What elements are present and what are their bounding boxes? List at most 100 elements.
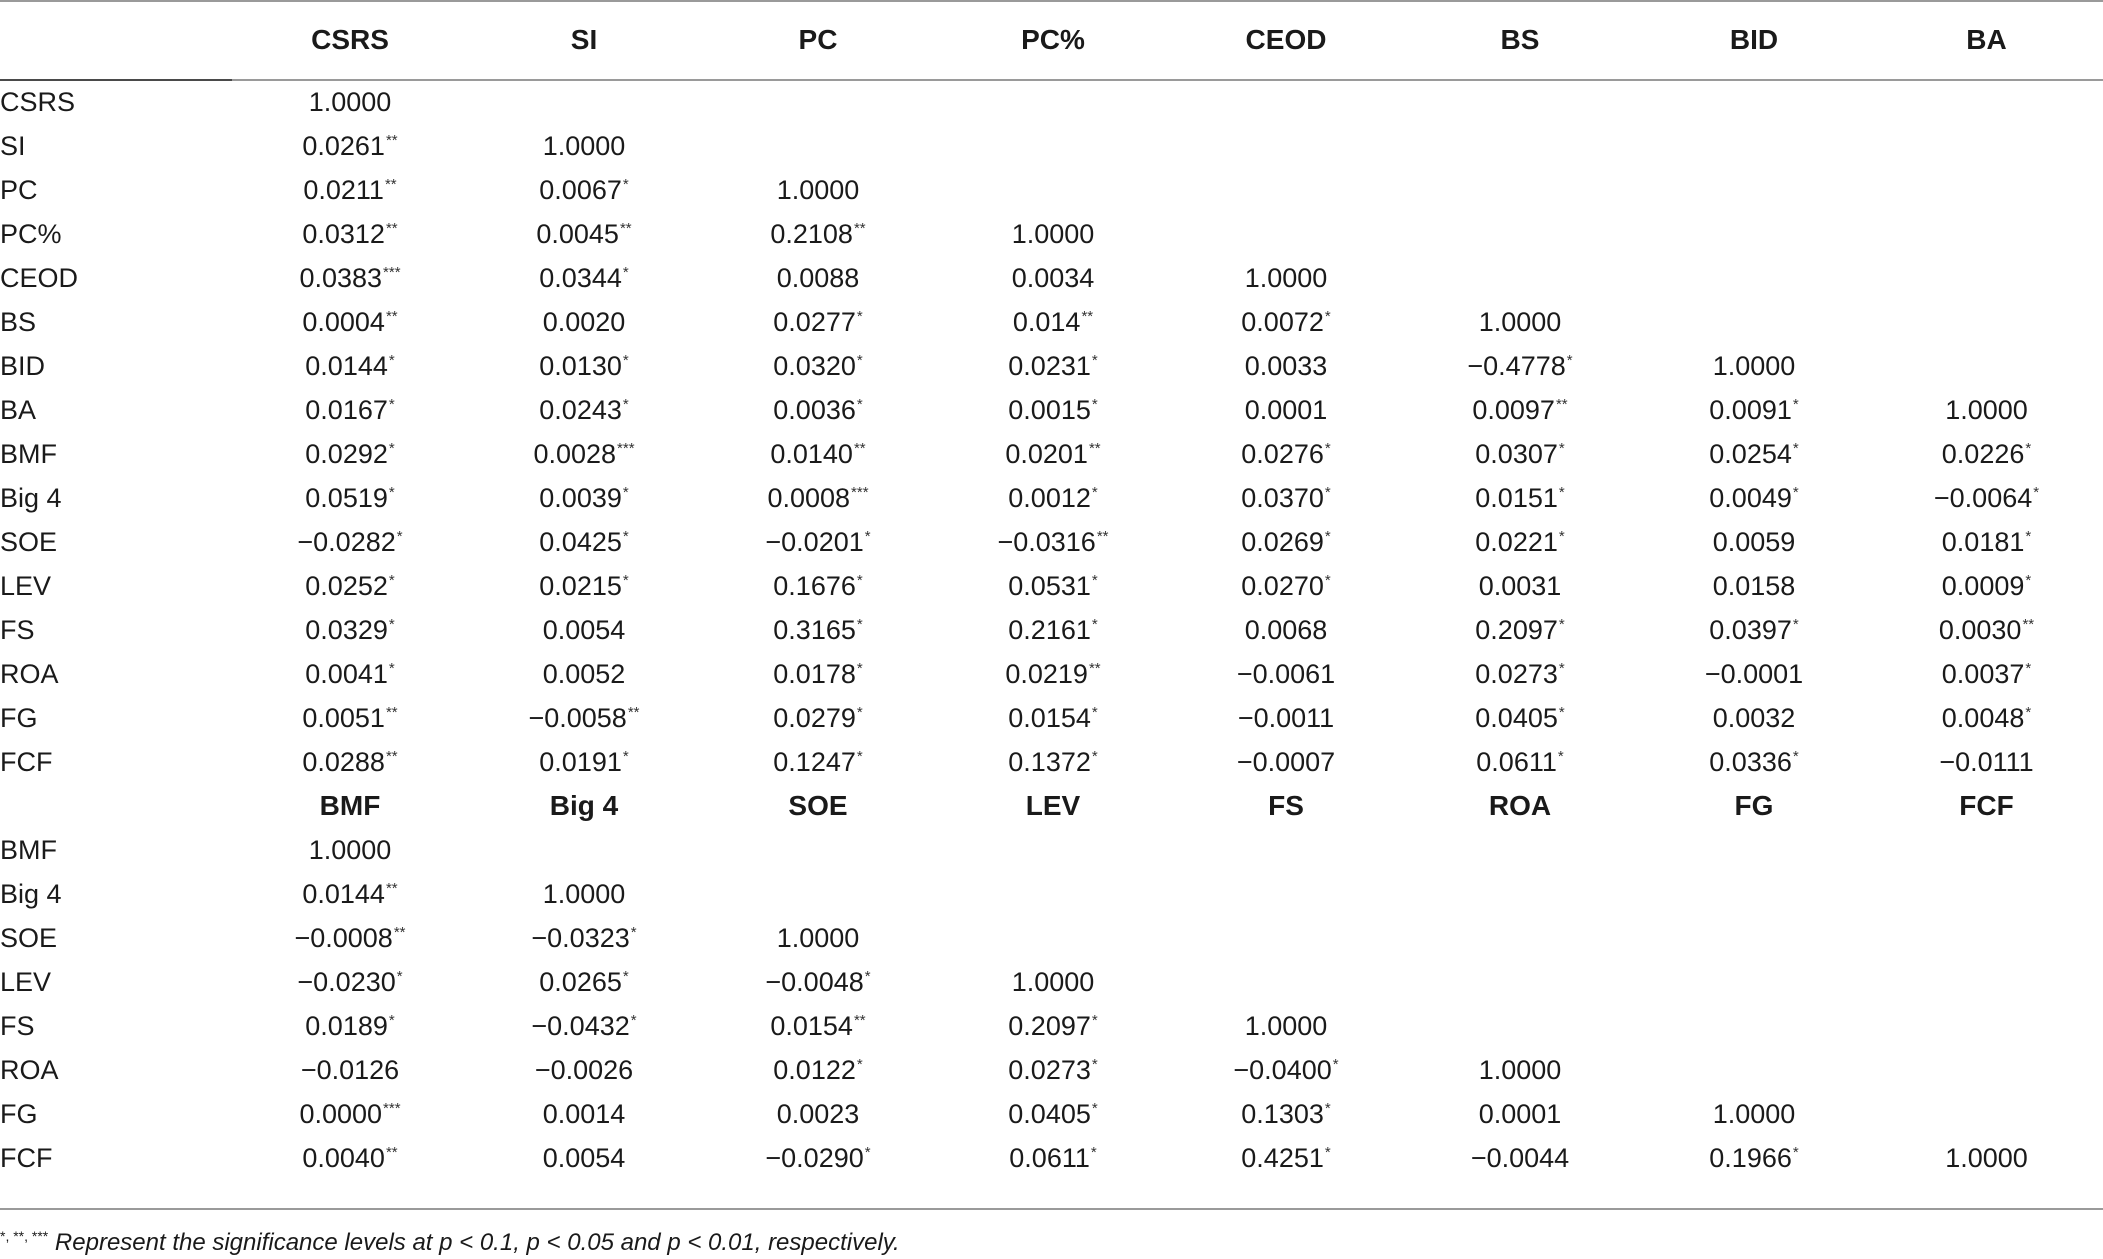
table-cell: 0.0254* bbox=[1638, 432, 1870, 476]
column-header: BA bbox=[1966, 24, 2007, 55]
row-label: Big 4 bbox=[0, 482, 62, 513]
table-row: BMF 0.0292* 0.0028*** 0.0140** 0.0201** 0.027… bbox=[0, 432, 2103, 476]
significance-marker: * bbox=[396, 967, 403, 985]
significance-marker: ** bbox=[853, 439, 866, 457]
table-cell: 1.0000 bbox=[700, 916, 936, 960]
significance-marker: * bbox=[1091, 1011, 1098, 1029]
table-cell bbox=[1402, 872, 1638, 916]
cell-value: 1.0000 bbox=[1945, 1142, 2028, 1173]
significance-marker: ** bbox=[384, 175, 397, 193]
table-cell bbox=[1870, 80, 2103, 124]
significance-marker: ** bbox=[1088, 439, 1101, 457]
table-cell bbox=[1170, 80, 1402, 124]
footnote-text: Represent the significance levels at p <… bbox=[48, 1229, 900, 1256]
cell-value: 1.0000 bbox=[1945, 394, 2028, 425]
cell-value: 0.0030 bbox=[1938, 614, 2022, 645]
table-row: PC% 0.0312** 0.0045** 0.2108** 1.0000 bbox=[0, 212, 2103, 256]
significance-marker: * bbox=[1558, 615, 1565, 633]
significance-marker: * bbox=[1332, 1055, 1339, 1073]
cell-value: −0.0026 bbox=[534, 1054, 634, 1085]
table-cell: −0.0011 bbox=[1170, 696, 1402, 740]
cell-value: 0.0052 bbox=[542, 658, 626, 689]
table-cell: 0.0023 bbox=[700, 1092, 936, 1136]
table-cell: −0.0058** bbox=[468, 696, 700, 740]
significance-marker: * bbox=[622, 395, 629, 413]
cell-value: 0.0144 bbox=[302, 878, 385, 909]
table-cell bbox=[1638, 916, 1870, 960]
table-cell bbox=[1870, 916, 2103, 960]
significance-marker: * bbox=[1558, 659, 1565, 677]
table-cell bbox=[1870, 168, 2103, 212]
cell-value: 1.0000 bbox=[1478, 306, 1562, 337]
column-header: PC% bbox=[1021, 24, 1085, 55]
cell-value: 0.0252 bbox=[305, 570, 388, 601]
cell-value: 1.0000 bbox=[1712, 1098, 1796, 1129]
table-cell bbox=[1870, 212, 2103, 256]
table-row: ROA −0.0126 −0.0026 0.0122* 0.0273* −0.0400* 1… bbox=[0, 1048, 2103, 1092]
table-cell: 0.0189* bbox=[232, 1004, 468, 1048]
cell-value: 0.0067 bbox=[539, 174, 622, 205]
table-cell bbox=[936, 828, 1170, 872]
table-cell bbox=[1870, 1092, 2103, 1136]
significance-marker: * bbox=[630, 1011, 637, 1029]
cell-value: 0.0273 bbox=[1008, 1054, 1091, 1085]
table-cell: 0.0034 bbox=[936, 256, 1170, 300]
table-cell: 1.0000 bbox=[936, 960, 1170, 1004]
cell-value: 0.0531 bbox=[1008, 570, 1091, 601]
cell-value: 0.0397 bbox=[1709, 614, 1792, 645]
table-cell bbox=[1402, 828, 1638, 872]
stub-header bbox=[0, 0, 232, 80]
row-label: CSRS bbox=[0, 86, 76, 117]
cell-value: 0.0001 bbox=[1244, 394, 1328, 425]
cell-value: 0.0383 bbox=[299, 262, 383, 293]
column-header: LEV bbox=[1025, 790, 1081, 821]
cell-value: 0.0320 bbox=[773, 350, 856, 381]
table-cell: 0.1676* bbox=[700, 564, 936, 608]
table-row: CSRS 1.0000 bbox=[0, 80, 2103, 124]
row-label: BS bbox=[0, 306, 37, 337]
significance-marker: * bbox=[1324, 307, 1331, 325]
significance-marker: ** bbox=[2022, 615, 2035, 633]
table-cell: 0.0059 bbox=[1638, 520, 1870, 564]
table-cell bbox=[1638, 212, 1870, 256]
table-cell bbox=[1170, 168, 1402, 212]
cell-value: −0.4778 bbox=[1467, 350, 1566, 381]
table-cell bbox=[936, 916, 1170, 960]
significance-marker: * bbox=[388, 351, 395, 369]
cell-value: −0.0111 bbox=[1939, 746, 2034, 777]
cell-value: 0.0276 bbox=[1241, 438, 1324, 469]
table-cell: 0.0144** bbox=[232, 872, 468, 916]
cell-value: 1.0000 bbox=[776, 922, 860, 953]
table-cell: 0.0277* bbox=[700, 300, 936, 344]
table-cell bbox=[1402, 124, 1638, 168]
cell-value: 0.0040 bbox=[302, 1142, 385, 1173]
column-header: FG bbox=[1734, 790, 1774, 821]
significance-marker: * bbox=[396, 527, 403, 545]
cell-value: 0.0045 bbox=[536, 218, 619, 249]
significance-marker: * bbox=[622, 747, 629, 765]
cell-value: 0.0221 bbox=[1475, 526, 1558, 557]
top-rule bbox=[0, 0, 2103, 2]
stub-rule bbox=[0, 79, 232, 81]
table-row: LEV −0.0230* 0.0265* −0.0048* 1.0000 bbox=[0, 960, 2103, 1004]
table-row: SI 0.0261** 1.0000 bbox=[0, 124, 2103, 168]
row-label: PC bbox=[0, 174, 38, 205]
cell-value: 0.2097 bbox=[1008, 1010, 1091, 1041]
column-header: Big 4 bbox=[549, 790, 619, 821]
cell-value: 0.0158 bbox=[1712, 570, 1796, 601]
table-cell: 0.1247* bbox=[700, 740, 936, 784]
table-cell: 0.0211** bbox=[232, 168, 468, 212]
significance-marker: * bbox=[388, 571, 395, 589]
table-cell: −0.0432* bbox=[468, 1004, 700, 1048]
table-cell: 0.0167* bbox=[232, 388, 468, 432]
table-cell bbox=[1638, 872, 1870, 916]
cell-value: 0.0288 bbox=[302, 746, 385, 777]
table-cell: 0.2108** bbox=[700, 212, 936, 256]
cell-value: 1.0000 bbox=[776, 174, 860, 205]
table-cell: 1.0000 bbox=[936, 212, 1170, 256]
table-cell: −0.0290* bbox=[700, 1136, 936, 1180]
table-cell: 1.0000 bbox=[468, 872, 700, 916]
cell-value: −0.0061 bbox=[1236, 658, 1336, 689]
table-cell: 0.0068 bbox=[1170, 608, 1402, 652]
cell-value: 0.0072 bbox=[1241, 306, 1324, 337]
